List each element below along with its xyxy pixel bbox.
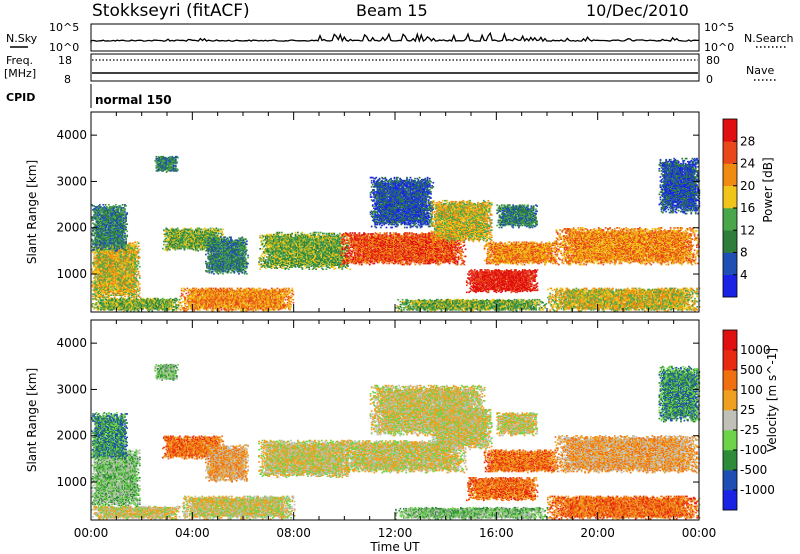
date-label: 10/Dec/2010 — [586, 1, 689, 20]
nsky-tick-bottom: 10^0 — [49, 41, 79, 54]
nsky-label: N.Sky — [6, 32, 38, 45]
freq-panel — [91, 54, 699, 81]
heatmap-cell — [92, 295, 94, 297]
cpid-label: CPID — [6, 91, 35, 104]
nsky-trace — [91, 33, 699, 43]
freq-tick-bottom: 8 — [64, 73, 71, 86]
heatmap-cell — [92, 252, 94, 254]
power-heatmap — [91, 156, 700, 312]
heatmap-cell — [102, 294, 104, 296]
freq-label-line1: Freq. — [6, 54, 33, 67]
cpid-value: normal 150 — [95, 93, 172, 107]
beam-label: Beam 15 — [356, 1, 428, 20]
freq-label-line2: [MHz] — [4, 67, 36, 80]
nsky-panel — [91, 24, 699, 51]
nave-tick-top: 80 — [706, 54, 720, 67]
nave-tick-bottom: 0 — [706, 73, 713, 86]
freq-tick-top: 18 — [58, 54, 72, 67]
nsky-tick-top: 10^5 — [49, 21, 79, 34]
nave-label: Nave — [746, 64, 774, 77]
station-title: Stokkseyri (fitACF) — [92, 1, 250, 21]
nsearch-tick-top: 10^5 — [704, 21, 734, 34]
rti-figure: Stokkseyri (fitACF) Beam 15 10/Dec/2010 … — [0, 0, 800, 554]
heatmap-cell — [94, 279, 96, 281]
nsearch-tick-bottom: 10^0 — [704, 41, 734, 54]
nsearch-label: N.Search — [744, 32, 794, 45]
